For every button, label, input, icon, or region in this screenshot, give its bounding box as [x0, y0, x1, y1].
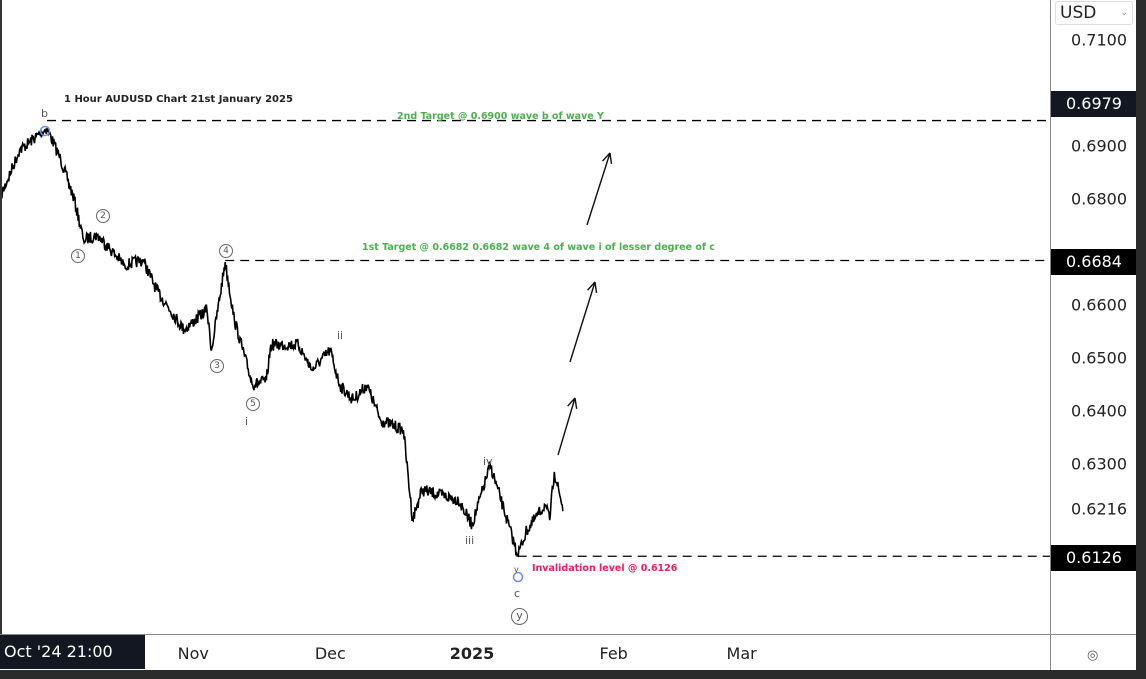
wave-label-ii: ii [337, 329, 344, 342]
wave-label-c: c [514, 587, 521, 600]
chevron-down-icon: ⌄ [1120, 8, 1128, 18]
wave-label-iv: iv [483, 455, 493, 468]
price-tick: 0.6216 [1071, 499, 1127, 519]
wave-label-y: y [511, 608, 528, 625]
price-tick: 0.6500 [1071, 348, 1127, 368]
currency-select[interactable]: USD ⌄ [1055, 1, 1133, 25]
window-edge [1136, 0, 1146, 679]
chart-title: 1 Hour AUDUSD Chart 21st January 2025 [64, 94, 293, 105]
wave-c-marker [512, 571, 524, 583]
wave-label-4: 4 [219, 244, 233, 258]
price-label-1st-target: 0.6684 [1051, 249, 1137, 275]
projection-arrow [586, 152, 611, 226]
wave-label-iii: iii [465, 534, 475, 547]
price-label-invalidation: 0.6126 [1051, 545, 1137, 571]
projection-arrow [557, 397, 576, 456]
price-tick: 0.6900 [1071, 136, 1127, 156]
currency-label: USD [1060, 3, 1097, 23]
time-tick: Feb [599, 644, 628, 663]
wave-label-5: 5 [246, 397, 260, 411]
price-chart[interactable]: 1 Hour AUDUSD Chart 21st January 2025 2n… [0, 0, 1050, 634]
level-label-invalidation: Invalidation level @ 0.6126 [532, 563, 678, 574]
time-tick: 2025 [449, 644, 495, 663]
arrow-head [609, 152, 613, 164]
price-series-line [0, 127, 564, 558]
wave-label-1: 1 [71, 249, 85, 263]
wave-label-v: v [514, 565, 519, 574]
projection-arrow [569, 281, 596, 363]
price-tick: 0.6300 [1071, 454, 1127, 474]
wave-label-2: 2 [96, 209, 110, 223]
window-edge-bottom [0, 670, 1146, 679]
arrow-head [567, 397, 576, 407]
time-axis[interactable]: Nov Dec 2025 Feb Mar [0, 634, 1050, 671]
price-axis[interactable]: USD ⌄ 0.7100 0.6900 0.6800 0.6600 0.6500 0.640… [1050, 0, 1137, 679]
chart-canvas [0, 119, 1050, 583]
wave-b-marker [39, 125, 51, 137]
arrow-head [587, 281, 596, 291]
price-tick: 0.6800 [1071, 189, 1127, 209]
eye-icon[interactable]: ◎ [1087, 648, 1099, 663]
wave-label-i: i [245, 415, 249, 428]
time-tick: Dec [314, 644, 346, 663]
price-label-crosshair: 0.6979 [1051, 91, 1137, 117]
level-label-1st-target: 1st Target @ 0.6682 0.6682 wave 4 of wav… [362, 242, 715, 253]
arrow-head [574, 397, 578, 409]
wave-label-3: 3 [210, 359, 224, 373]
price-tick: 0.6600 [1071, 295, 1127, 315]
price-tick: 0.7100 [1071, 30, 1127, 50]
wave-label-b: b [41, 107, 48, 120]
arrow-head [601, 152, 611, 162]
price-tick: 0.6400 [1071, 401, 1127, 421]
arrow-head [594, 281, 598, 293]
time-tick: Nov [177, 644, 209, 663]
time-tick: Mar [726, 644, 757, 663]
level-label-2nd-target: 2nd Target @ 0.6900 wave b of wave Y [397, 111, 604, 122]
crosshair-time-label: Oct '24 21:00 [0, 635, 145, 669]
